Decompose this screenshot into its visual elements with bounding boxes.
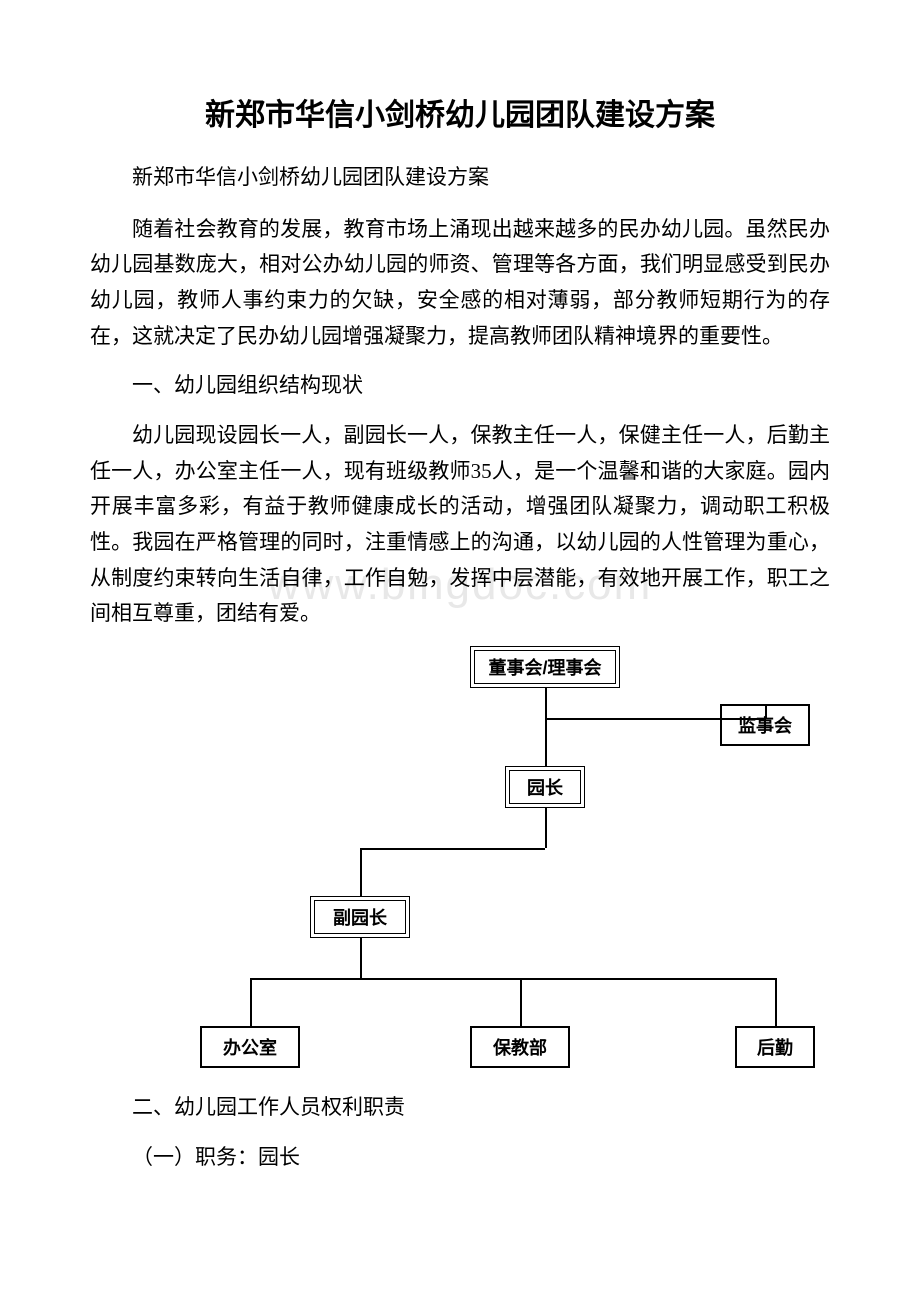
org-edge <box>360 938 362 978</box>
org-node-office: 办公室 <box>200 1026 300 1068</box>
org-node-edu: 保教部 <box>470 1026 570 1068</box>
paragraph-intro: 随着社会教育的发展，教育市场上涌现出越来越多的民办幼儿园。虽然民办幼儿园基数庞大… <box>90 212 830 355</box>
section-heading-2: 二、幼儿园工作人员权利职责 <box>90 1090 830 1126</box>
org-node-board: 董事会/理事会 <box>470 646 620 688</box>
org-edge <box>360 848 545 850</box>
org-edge <box>545 718 765 720</box>
org-edge <box>545 808 547 848</box>
page-title: 新郑市华信小剑桥幼儿园团队建设方案 <box>90 90 830 134</box>
subtitle: 新郑市华信小剑桥幼儿园团队建设方案 <box>90 162 830 194</box>
org-node-director: 园长 <box>505 766 585 808</box>
org-edge <box>250 978 775 980</box>
section-heading-1: 一、幼儿园组织结构现状 <box>90 368 830 404</box>
paragraph-status: 幼儿园现设园长一人，副园长一人，保教主任一人，保健主任一人，后勤主任一人，办公室… <box>90 418 830 632</box>
org-edge <box>545 688 547 766</box>
org-edge <box>250 978 252 1026</box>
section-heading-3: （一）职务：园长 <box>90 1140 830 1176</box>
org-node-logi: 后勤 <box>735 1026 815 1068</box>
org-edge <box>520 978 522 1026</box>
org-chart: 董事会/理事会监事会园长副园长办公室保教部后勤 <box>180 646 820 1076</box>
org-edge <box>775 978 777 1026</box>
org-edge <box>360 848 362 896</box>
org-edge <box>765 704 767 718</box>
org-node-vice: 副园长 <box>310 896 410 938</box>
